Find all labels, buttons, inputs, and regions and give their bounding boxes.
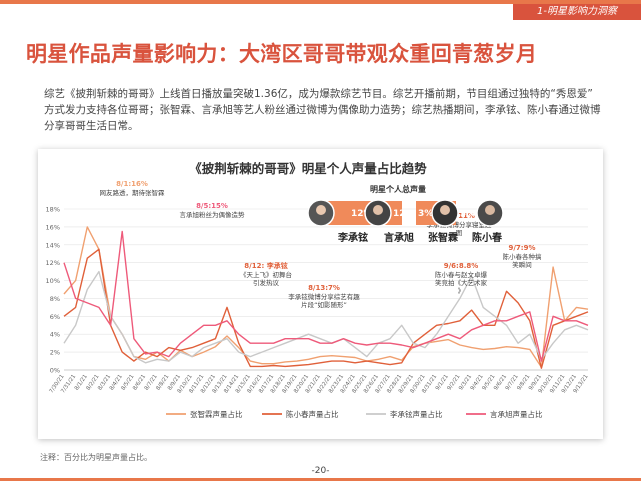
y-tick-label: 16% (46, 223, 60, 231)
intro-paragraph: 综艺《披荆斩棘的哥哥》上线首日播放量突破1.36亿，成为爆款综艺节目。综艺开播前… (44, 86, 604, 134)
intro-line: 方式发力支持各位哥哥；张智霖、言承旭等艺人粉丝通过微博为偶像助力造势；综艺热播期… (44, 104, 601, 116)
total-value: 3% (418, 209, 433, 219)
total-value: 12% (393, 209, 415, 219)
y-tick-label: 4% (50, 331, 60, 339)
annotation-date: 8/1:16% (116, 180, 148, 188)
annotation-date: 9/7:9% (509, 244, 536, 252)
legend-label: 张智霖声量占比 (190, 409, 243, 419)
total-volume-title: 明星个人总声量 (370, 184, 426, 194)
section-tab: 1-明星影响力洞察 (513, 4, 641, 20)
annotation-text-line: 陈小春各种搞 (503, 252, 543, 261)
annotation-date: 8/5:15% (196, 202, 228, 210)
series-line (63, 226, 589, 369)
y-tick-label: 10% (46, 277, 60, 285)
y-tick-label: 6% (50, 313, 60, 321)
y-tick-label: 12% (46, 259, 60, 267)
bottom-accent-bar (0, 478, 641, 481)
annotations: 8/1:16%网友路透，期待张智霖 8/5:15%言承旭粉丝为偶像造势 8/12: … (100, 180, 543, 309)
annotation-text-line: 网友路透，期待张智霖 (100, 188, 166, 197)
y-tick-label: 0% (50, 367, 60, 375)
series-line (63, 230, 589, 362)
chart-title: 《披荆斩棘的哥哥》明星个人声量占比趋势 (189, 161, 427, 176)
chart-card: 《披荆斩棘的哥哥》明星个人声量占比趋势 0% 2% 4% 6% 8% 10% 12% 14% 1… (38, 149, 603, 439)
total-name: 张智霖 (428, 231, 459, 244)
y-tick-label: 2% (50, 349, 60, 357)
total-name: 李承铉 (337, 231, 368, 244)
annotation-text-line: 陈小春与赵文卓爆 (435, 270, 488, 279)
intro-line: 综艺《披荆斩棘的哥哥》上线首日播放量突破1.36亿，成为爆款综艺节目。综艺开播前… (44, 88, 593, 100)
annotation-text-line: 》 (458, 287, 465, 295)
page-number: -20- (311, 466, 330, 476)
annotation-date: 9/6:8.8% (444, 262, 479, 270)
annotation-text-line: 言承旭粉丝为偶像造势 (180, 210, 246, 219)
legend-label: 李承铉声量占比 (390, 409, 443, 419)
page-title: 明星作品声量影响力：大湾区哥哥带观众重回青葱岁月 (26, 42, 538, 66)
total-value: 12% (351, 209, 373, 219)
annotation-text: 网友路透，期待张智霖 (100, 188, 166, 197)
annotation-text-line: 引发热议 (253, 278, 280, 287)
annotation-text: 李承铉微博分享寝室趣图 (427, 220, 493, 237)
x-axis: 7/30/217/31/218/1/218/2/218/3/218/4/218/… (49, 374, 590, 395)
annotation-text-line: 笑瞬间 (512, 260, 532, 269)
annotation-text-line: 李承铉微博分享综艺有趣 (288, 292, 360, 301)
total-value: 3% (460, 209, 475, 219)
annotation-text-line: 笑竞拍《大艺术家 (435, 278, 488, 287)
annotation-text-line: 《天上飞》初舞台 (240, 270, 292, 279)
legend-label: 言承旭声量占比 (490, 409, 543, 419)
y-tick-label: 14% (46, 241, 60, 249)
total-volume-legend: 明星个人总声量 12% 12% 3% 3% 李承铉 言承旭 张智霖 陈小春 (307, 184, 504, 244)
avatar-face (440, 205, 450, 215)
avatar-face (373, 205, 383, 215)
annotation-date: 9/3:11% (443, 212, 475, 220)
series-lines (63, 226, 589, 369)
annotation-text: 李承铉微博分享综艺有趣片段“如影随形” (288, 292, 360, 309)
trend-chart: 《披荆斩棘的哥哥》明星个人声量占比趋势 0% 2% 4% 6% 8% 10% 12% 14% 1… (46, 161, 590, 419)
annotation-text: 言承旭粉丝为偶像造势 (180, 210, 246, 219)
top-accent-bar (0, 0, 641, 4)
total-name: 言承旭 (384, 231, 414, 244)
intro-line: 分享哥哥生活日常。 (44, 120, 139, 132)
annotation-date: 8/12: 李承铉 (244, 261, 287, 270)
footnote: 注释：百分比为明星声量占比。 (40, 453, 152, 462)
annotation-text: 陈小春各种搞笑瞬间 (503, 252, 543, 269)
series-line (63, 248, 589, 369)
series-legend: 张智霖声量占比 陈小春声量占比 李承铉声量占比 言承旭声量占比 (166, 409, 543, 419)
annotation-text-line: 李承铉微博分享寝室趣 (427, 220, 493, 229)
y-tick-label: 18% (46, 206, 60, 214)
avatar-face (316, 205, 326, 215)
annotation-text: 《天上飞》初舞台引发热议 (240, 270, 292, 287)
annotation-text-line: 图 (456, 229, 463, 237)
avatar-face (485, 205, 495, 215)
total-name: 陈小春 (472, 231, 502, 244)
annotation-date: 8/13:7% (308, 284, 340, 292)
y-tick-label: 8% (50, 295, 60, 303)
annotation-text-line: 片段“如影随形” (301, 300, 347, 309)
annotation-text: 陈小春与赵文卓爆笑竞拍《大艺术家》 (435, 270, 488, 295)
y-axis: 0% 2% 4% 6% 8% 10% 12% 14% 16% 18% (46, 206, 60, 375)
legend-label: 陈小春声量占比 (286, 409, 339, 419)
